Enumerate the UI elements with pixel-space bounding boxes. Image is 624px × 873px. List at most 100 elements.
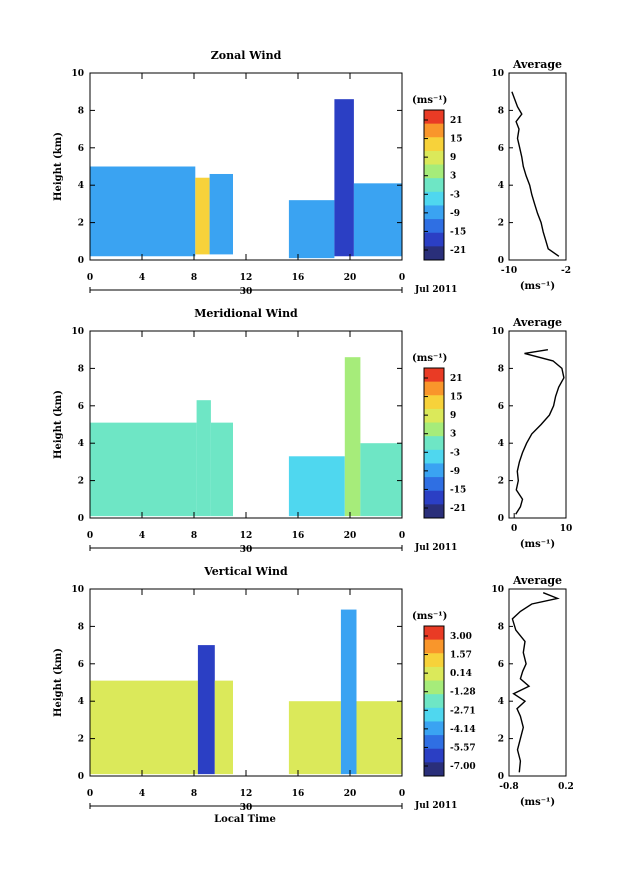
colorbar-swatch — [424, 422, 444, 437]
colorbar-unit: (ms⁻¹) — [412, 611, 447, 622]
profile-x-label: (ms⁻¹) — [520, 281, 555, 292]
y-tick-label: 8 — [78, 106, 84, 116]
colorbar-tick-label: 15 — [450, 135, 463, 145]
colorbar-tick-label: -5.57 — [450, 743, 476, 753]
y-tick-label: 4 — [78, 181, 84, 191]
date-label: 30 — [240, 287, 253, 297]
panel-title: Meridional Wind — [194, 307, 298, 320]
colorbar-unit: (ms⁻¹) — [412, 353, 447, 364]
colorbar-tick-label: -9 — [450, 209, 460, 219]
colorbar-swatch — [424, 164, 444, 179]
profile-title: Average — [512, 574, 562, 587]
x-tick-label: 20 — [344, 789, 357, 799]
y-tick-label: 0 — [78, 772, 84, 782]
x-tick-label: 0 — [399, 789, 405, 799]
profile-y-tick-label: 2 — [498, 219, 504, 229]
colorbar-tick-label: 15 — [450, 393, 463, 403]
colorbar-swatch — [424, 191, 444, 206]
heatmap-cell — [288, 456, 345, 517]
colorbar-swatch — [424, 680, 444, 695]
y-tick-label: 4 — [78, 439, 84, 449]
profile-y-tick-label: 4 — [498, 181, 504, 191]
colorbar-swatch — [424, 137, 444, 152]
y-axis-label: Height (km) — [53, 132, 64, 201]
profile-y-tick-label: 8 — [498, 622, 504, 632]
profile-x-tick-label: 0.2 — [558, 782, 574, 792]
colorbar-tick-label: 0.14 — [450, 669, 472, 679]
y-tick-label: 6 — [78, 660, 84, 670]
colorbar-tick-label: 21 — [450, 116, 463, 126]
x-tick-label: 0 — [87, 531, 93, 541]
x-tick-label: 12 — [240, 531, 253, 541]
y-tick-label: 4 — [78, 697, 84, 707]
y-tick-label: 8 — [78, 622, 84, 632]
x-tick-label: 20 — [344, 273, 357, 283]
x-tick-label: 16 — [292, 273, 305, 283]
date-label: 30 — [240, 803, 253, 813]
colorbar-swatch — [424, 653, 444, 668]
y-tick-label: 10 — [71, 585, 84, 595]
profile-line — [511, 592, 560, 773]
colorbar-swatch — [424, 436, 444, 451]
colorbar-swatch — [424, 110, 444, 125]
y-tick-label: 0 — [78, 514, 84, 524]
y-axis-label: Height (km) — [53, 648, 64, 717]
colorbar-swatch — [424, 762, 444, 777]
colorbar-swatch — [424, 707, 444, 722]
x-tick-label: 4 — [139, 273, 145, 283]
y-tick-label: 6 — [78, 402, 84, 412]
month-label: Jul 2011 — [414, 801, 457, 811]
panel-title: Vertical Wind — [203, 565, 288, 578]
profile-y-tick-label: 4 — [498, 439, 504, 449]
colorbar-swatch — [424, 748, 444, 763]
colorbar-tick-label: -4.14 — [450, 725, 476, 735]
profile-x-tick-label: 0 — [511, 524, 517, 534]
y-tick-label: 10 — [71, 69, 84, 79]
heatmap-cell — [214, 680, 233, 775]
profile-y-tick-label: 8 — [498, 106, 504, 116]
heatmap-cell — [195, 177, 210, 255]
profile-x-tick-label: -10 — [501, 266, 517, 276]
month-label: Jul 2011 — [414, 543, 457, 553]
heatmap-cell — [340, 609, 357, 775]
colorbar-swatch — [424, 150, 444, 166]
profile-frame — [508, 72, 567, 261]
colorbar-swatch — [424, 408, 444, 424]
colorbar-tick-label: -2.71 — [450, 706, 476, 716]
colorbar-swatch — [424, 449, 444, 464]
y-tick-label: 2 — [78, 219, 84, 229]
colorbar-swatch — [424, 639, 444, 654]
heatmap-cell — [90, 680, 198, 775]
colorbar-swatch — [424, 246, 444, 261]
profile-line — [511, 91, 560, 257]
profile-title: Average — [512, 58, 562, 71]
colorbar-swatch — [424, 205, 444, 220]
colorbar-tick-label: 9 — [450, 411, 456, 421]
profile-y-tick-label: 10 — [491, 585, 504, 595]
colorbar-tick-label: -9 — [450, 467, 460, 477]
profile-y-tick-label: 6 — [498, 144, 504, 154]
profile-y-tick-label: 8 — [498, 364, 504, 374]
colorbar-tick-label: -21 — [450, 504, 466, 514]
heatmap-cell — [360, 443, 402, 517]
x-tick-label: 8 — [191, 273, 197, 283]
profile-title: Average — [512, 316, 562, 329]
colorbar-swatch — [424, 666, 444, 682]
y-tick-label: 6 — [78, 144, 84, 154]
profile-y-tick-label: 10 — [491, 69, 504, 79]
heatmap-cell — [334, 99, 354, 257]
panel-2: Meridional Wind 0 2 4 6 8 10 Height (km) 0 4 8 12 16… — [53, 307, 572, 555]
colorbar-swatch — [424, 232, 444, 247]
colorbar-tick-label: 21 — [450, 374, 463, 384]
heatmap-cell — [344, 357, 361, 517]
colorbar-swatch — [424, 504, 444, 519]
profile-line — [515, 349, 565, 515]
colorbar-tick-label: 3.00 — [450, 632, 472, 642]
profile-y-tick-label: 2 — [498, 735, 504, 745]
profile-x-tick-label: -0.8 — [499, 782, 518, 792]
x-tick-label: 0 — [87, 273, 93, 283]
x-tick-label: 16 — [292, 789, 305, 799]
profile-x-label: (ms⁻¹) — [520, 539, 555, 550]
